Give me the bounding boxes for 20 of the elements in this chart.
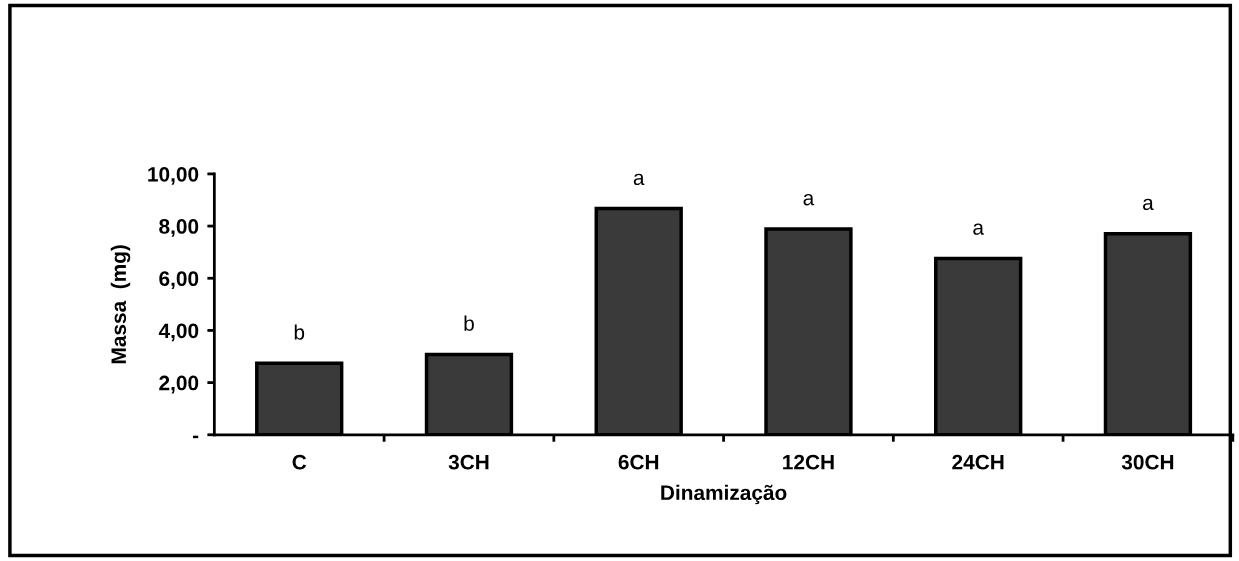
x-tick-label: 30CH	[1121, 454, 1174, 470]
y-tick-label: 6,00	[159, 271, 199, 290]
annotation: a	[973, 223, 984, 235]
y-tick-label: 2,00	[159, 375, 199, 394]
annotation: a	[803, 193, 815, 206]
y-tick-label: 4,00	[158, 323, 199, 342]
x-tick-label: C	[292, 454, 307, 470]
x-axis-title: Dinamização	[661, 484, 787, 505]
y-tick-label: 10,00	[148, 166, 199, 185]
annotation: a	[1143, 198, 1154, 211]
x-tick-label: 24CH	[952, 454, 1004, 470]
annotation: b	[464, 315, 474, 331]
x-tick-label: 6CH	[618, 454, 659, 470]
y-tick-label: -	[192, 435, 199, 439]
annotation: a	[633, 173, 645, 186]
x-tick-label: 12CH	[783, 454, 834, 470]
y-axis-title: Massa (mg)	[110, 245, 131, 364]
y-tick-label: 8,00	[159, 219, 199, 237]
x-tick-label: 3CH	[448, 454, 489, 470]
annotation: b	[294, 324, 305, 340]
